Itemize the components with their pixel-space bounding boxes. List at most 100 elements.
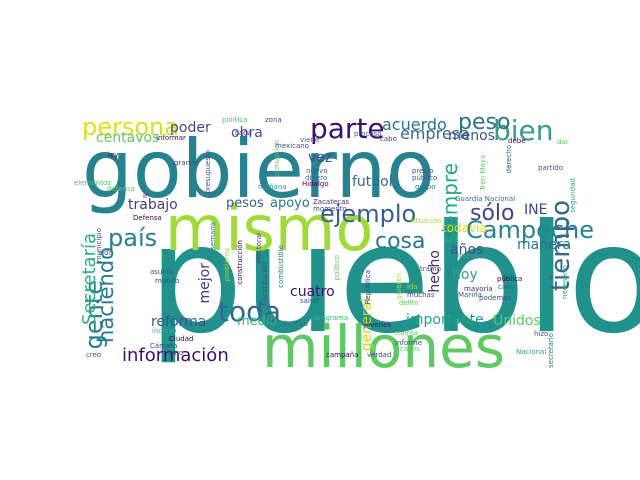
word-delito: delito	[399, 299, 419, 307]
word-vez: vez	[308, 150, 333, 166]
word-acuerdo: acuerdo	[382, 115, 447, 134]
word-constitucion: Constitución	[261, 262, 269, 306]
word-ine: INE	[524, 202, 548, 218]
word-mundo: mundo	[155, 277, 180, 285]
word-obra: obra	[231, 125, 263, 141]
word-quieren: quieren	[395, 273, 403, 300]
word-informar: informar	[156, 134, 186, 142]
word-informacion: información	[122, 345, 229, 366]
word-millones: millones	[262, 313, 505, 381]
word-asunto: asunto	[150, 268, 174, 276]
word-corrupcion: corrupción	[273, 140, 281, 178]
word-partido: partido	[538, 164, 564, 172]
word-dinero: dinero	[305, 174, 328, 182]
word-grande: grande	[174, 159, 199, 167]
word-mejor: mejor	[197, 263, 213, 304]
word-ida: ida	[407, 283, 418, 291]
word-importante: importante	[406, 312, 484, 328]
word-presupuesto: presupuesto	[204, 150, 212, 194]
word-hoy: hoy	[452, 267, 478, 283]
word-cuatro: cuatro	[290, 284, 335, 300]
word-momento: momento	[313, 205, 347, 213]
word-empresa: empresa	[400, 124, 470, 143]
word-podemos: podemos	[479, 294, 512, 302]
word-tramo: tramo	[420, 265, 442, 273]
word-situacion: situación	[410, 217, 442, 225]
word-derecho: derecho	[505, 145, 513, 174]
word-marina: Marina	[458, 291, 482, 299]
word-zacatecas: Zacatecas	[313, 198, 350, 206]
word-ciudad: Ciudad	[169, 335, 194, 343]
word-poder: poder	[170, 120, 211, 136]
word-trabajo: trabajo	[128, 197, 178, 213]
word-semana: semana	[209, 222, 217, 250]
word-toda: toda	[218, 295, 282, 328]
word-necesario: necesario	[561, 265, 569, 299]
word-solo: sólo	[470, 201, 515, 226]
word-incluso: incluso	[152, 327, 177, 335]
word-ley: ley	[108, 151, 119, 159]
word-verdad: verdad	[367, 351, 392, 359]
word-cosa: cosa	[375, 229, 426, 254]
word-programa: programa	[314, 314, 349, 322]
word-publica: pública	[497, 275, 523, 283]
word-ir: ir	[143, 192, 148, 200]
word-pesos: pesos	[226, 196, 264, 211]
word-futbol: futbol	[352, 174, 393, 190]
word-cabo: cabo	[380, 135, 397, 143]
word-ejemplo: ejemplo	[320, 200, 417, 228]
word-apoyo: apoyo	[270, 196, 310, 211]
word-debe: debe	[508, 137, 526, 145]
word-persona: persona	[82, 113, 179, 141]
word-pueblo: pueblo	[148, 193, 640, 367]
word-manana: mañana	[258, 183, 287, 191]
word-electoral: electoral	[255, 233, 263, 264]
word-nuevo: nuevo	[306, 167, 328, 175]
word-unidos: Unidos	[493, 313, 541, 329]
word-campana: campaña	[326, 351, 359, 359]
word-camara: Cámara	[150, 342, 178, 350]
word-anos: años	[450, 242, 484, 258]
word-defensa: Defensa	[133, 214, 162, 222]
word-secretario: secretario	[547, 333, 555, 368]
word-dar: dar	[557, 138, 569, 146]
word-jovenes: jóvenes	[364, 321, 392, 329]
word-campeche: Campeche	[466, 216, 595, 244]
word-centavos: centavos	[96, 130, 160, 146]
word-salud: salud	[300, 297, 319, 305]
word-cada: cada	[235, 129, 252, 137]
word-historia: historia	[457, 252, 484, 260]
word-guardia-nacional: Guardia Nacional	[455, 195, 516, 203]
word-tren-maya: Tren Maya	[479, 155, 487, 191]
word-casos: casos	[498, 283, 518, 291]
word-zona: zona	[265, 116, 282, 124]
word-vida: vida	[98, 249, 113, 257]
word-mayoria: mayoría	[464, 285, 493, 293]
word-informe: informe	[395, 339, 423, 347]
word-proceso: proceso	[354, 130, 382, 138]
word-problema: problema	[223, 248, 231, 282]
word-libertad: libertad	[281, 320, 308, 328]
word-publico: público	[412, 174, 438, 182]
word-combustible: combustible	[277, 245, 285, 288]
word-hidalgo: Hidalgo	[302, 180, 329, 188]
word-republica: República	[364, 270, 372, 305]
word-seguridad: seguridad	[569, 178, 577, 213]
word-bien: bien	[493, 114, 554, 147]
word-politico: político	[333, 255, 341, 281]
word-muchas: muchas	[407, 291, 435, 299]
word-peso: peso	[458, 110, 511, 135]
word-mexicano: mexicano	[275, 142, 309, 150]
word-gobierno: gobierno	[82, 123, 436, 216]
word-sino: sino	[169, 349, 184, 357]
word-creo: creo	[86, 351, 102, 359]
word-cuenta: cuenta	[394, 329, 419, 337]
word-grupo: grupo	[415, 183, 436, 191]
word-construccion: construcción	[236, 240, 244, 285]
word-todavia: todavía	[442, 221, 487, 235]
word-precio: precio	[412, 167, 434, 175]
word-manera: manera	[517, 237, 572, 253]
word-defensa: defensa	[107, 185, 135, 193]
word-politica: política	[222, 116, 248, 124]
